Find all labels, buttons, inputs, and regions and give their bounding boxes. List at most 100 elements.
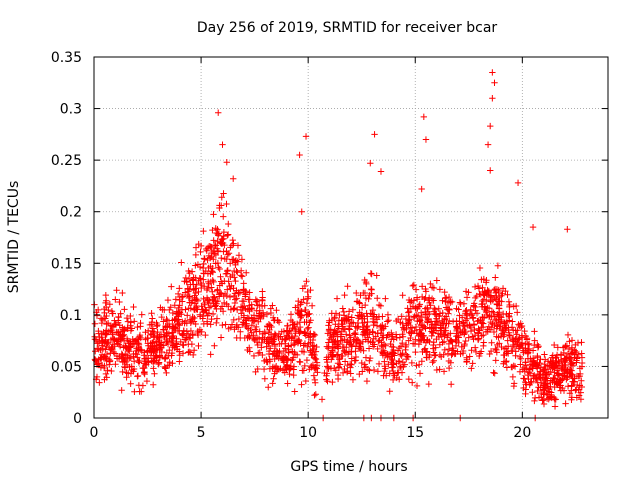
- data-point: [520, 384, 527, 392]
- data-point: [466, 353, 473, 360]
- data-point: [237, 303, 245, 311]
- y-tick-label: 0.05: [51, 359, 82, 375]
- data-point: [231, 299, 239, 307]
- data-point: [187, 327, 195, 335]
- data-point: [205, 280, 213, 287]
- data-point: [357, 346, 365, 354]
- data-point: [567, 350, 575, 357]
- data-point: [487, 347, 495, 355]
- data-point: [328, 316, 336, 324]
- data-point: [109, 329, 116, 337]
- data-point: [223, 270, 231, 277]
- data-point: [220, 213, 227, 220]
- data-point: [450, 347, 457, 354]
- data-point: [476, 352, 483, 360]
- data-point: [526, 381, 533, 389]
- data-point: [220, 190, 227, 197]
- data-point: [102, 291, 110, 299]
- data-point: [102, 355, 110, 362]
- data-point: [192, 262, 199, 269]
- data-point: [260, 365, 268, 373]
- data-point: [480, 331, 487, 339]
- data-point: [212, 260, 219, 267]
- data-point: [408, 379, 416, 386]
- data-point: [200, 260, 207, 268]
- data-point: [539, 370, 547, 378]
- data-point: [309, 336, 317, 344]
- data-point: [458, 343, 465, 351]
- data-point: [472, 307, 479, 314]
- data-point: [164, 362, 171, 369]
- data-point: [357, 340, 364, 348]
- data-point: [253, 328, 260, 335]
- data-point: [428, 284, 436, 291]
- data-point: [522, 379, 529, 386]
- data-point: [531, 328, 538, 335]
- data-point: [479, 313, 486, 321]
- data-point: [404, 305, 411, 312]
- data-point: [578, 359, 586, 367]
- data-point: [345, 348, 353, 355]
- data-point: [466, 322, 474, 330]
- data-point: [455, 339, 462, 346]
- data-point: [399, 349, 406, 357]
- data-point: [491, 370, 498, 377]
- data-point: [102, 370, 110, 378]
- data-point: [407, 324, 414, 331]
- data-point: [449, 318, 457, 325]
- data-point: [103, 303, 110, 311]
- data-point: [367, 270, 375, 277]
- data-point: [192, 296, 199, 304]
- data-point: [200, 295, 207, 303]
- data-point: [230, 240, 237, 247]
- data-point: [529, 347, 537, 354]
- data-point: [339, 305, 346, 312]
- data-point: [286, 327, 293, 334]
- data-point: [271, 332, 278, 340]
- data-point: [100, 315, 108, 322]
- data-point: [160, 318, 167, 325]
- data-point: [119, 368, 126, 376]
- data-point: [397, 319, 404, 326]
- data-point: [487, 122, 494, 130]
- data-point: [574, 339, 582, 347]
- data-point: [521, 327, 528, 335]
- data-point: [489, 320, 496, 327]
- data-point: [235, 289, 242, 296]
- data-point: [333, 351, 341, 359]
- data-point: [418, 322, 425, 329]
- data-point: [195, 277, 202, 284]
- data-point: [496, 309, 503, 316]
- data-point: [311, 392, 318, 399]
- data-point: [219, 307, 227, 315]
- data-point: [354, 324, 361, 332]
- data-point: [422, 288, 430, 295]
- data-point: [240, 286, 247, 293]
- data-point: [554, 370, 561, 377]
- data-point: [487, 298, 494, 305]
- data-point: [277, 333, 284, 340]
- data-point: [244, 332, 252, 340]
- data-point: [185, 294, 193, 302]
- data-point: [93, 312, 101, 319]
- data-point: [331, 314, 338, 321]
- data-point: [103, 320, 110, 328]
- data-point: [514, 339, 521, 347]
- data-point: [553, 378, 561, 385]
- data-point: [126, 348, 133, 355]
- data-point: [249, 316, 256, 324]
- data-point: [342, 349, 350, 356]
- data-point: [463, 307, 470, 314]
- data-point: [214, 238, 221, 245]
- data-point: [453, 305, 460, 312]
- data-point: [269, 314, 277, 321]
- data-point: [313, 365, 321, 372]
- data-point: [408, 359, 416, 367]
- data-point: [477, 291, 484, 298]
- data-point: [198, 284, 205, 292]
- data-point: [284, 380, 291, 387]
- data-point: [486, 350, 493, 358]
- data-point: [266, 322, 274, 329]
- data-point: [253, 307, 260, 314]
- data-point: [195, 240, 202, 248]
